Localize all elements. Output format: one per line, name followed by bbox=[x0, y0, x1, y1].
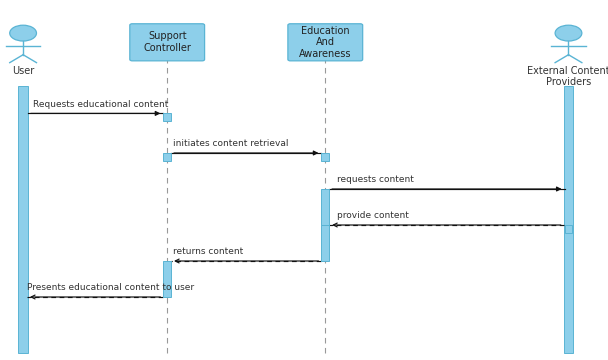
Bar bbox=[321, 189, 330, 225]
Bar bbox=[564, 225, 573, 233]
Bar bbox=[321, 225, 330, 261]
Circle shape bbox=[10, 25, 36, 41]
Text: Presents educational content to user: Presents educational content to user bbox=[27, 283, 195, 292]
Bar bbox=[321, 153, 330, 161]
Text: Education
And
Awareness: Education And Awareness bbox=[299, 26, 351, 59]
FancyBboxPatch shape bbox=[288, 24, 362, 61]
Bar bbox=[163, 153, 171, 161]
Text: External Content
Providers: External Content Providers bbox=[527, 66, 608, 87]
Text: Requests educational content: Requests educational content bbox=[33, 100, 169, 109]
Circle shape bbox=[555, 25, 582, 41]
Bar bbox=[564, 86, 573, 353]
Text: requests content: requests content bbox=[337, 175, 414, 184]
Text: returns content: returns content bbox=[173, 247, 244, 256]
Bar bbox=[18, 86, 28, 353]
Text: Support
Controller: Support Controller bbox=[143, 31, 191, 53]
FancyBboxPatch shape bbox=[130, 24, 204, 61]
Bar bbox=[163, 261, 171, 297]
Bar bbox=[163, 113, 171, 121]
Text: provide content: provide content bbox=[337, 211, 409, 220]
Text: initiates content retrieval: initiates content retrieval bbox=[173, 139, 289, 148]
Text: User: User bbox=[12, 66, 34, 76]
